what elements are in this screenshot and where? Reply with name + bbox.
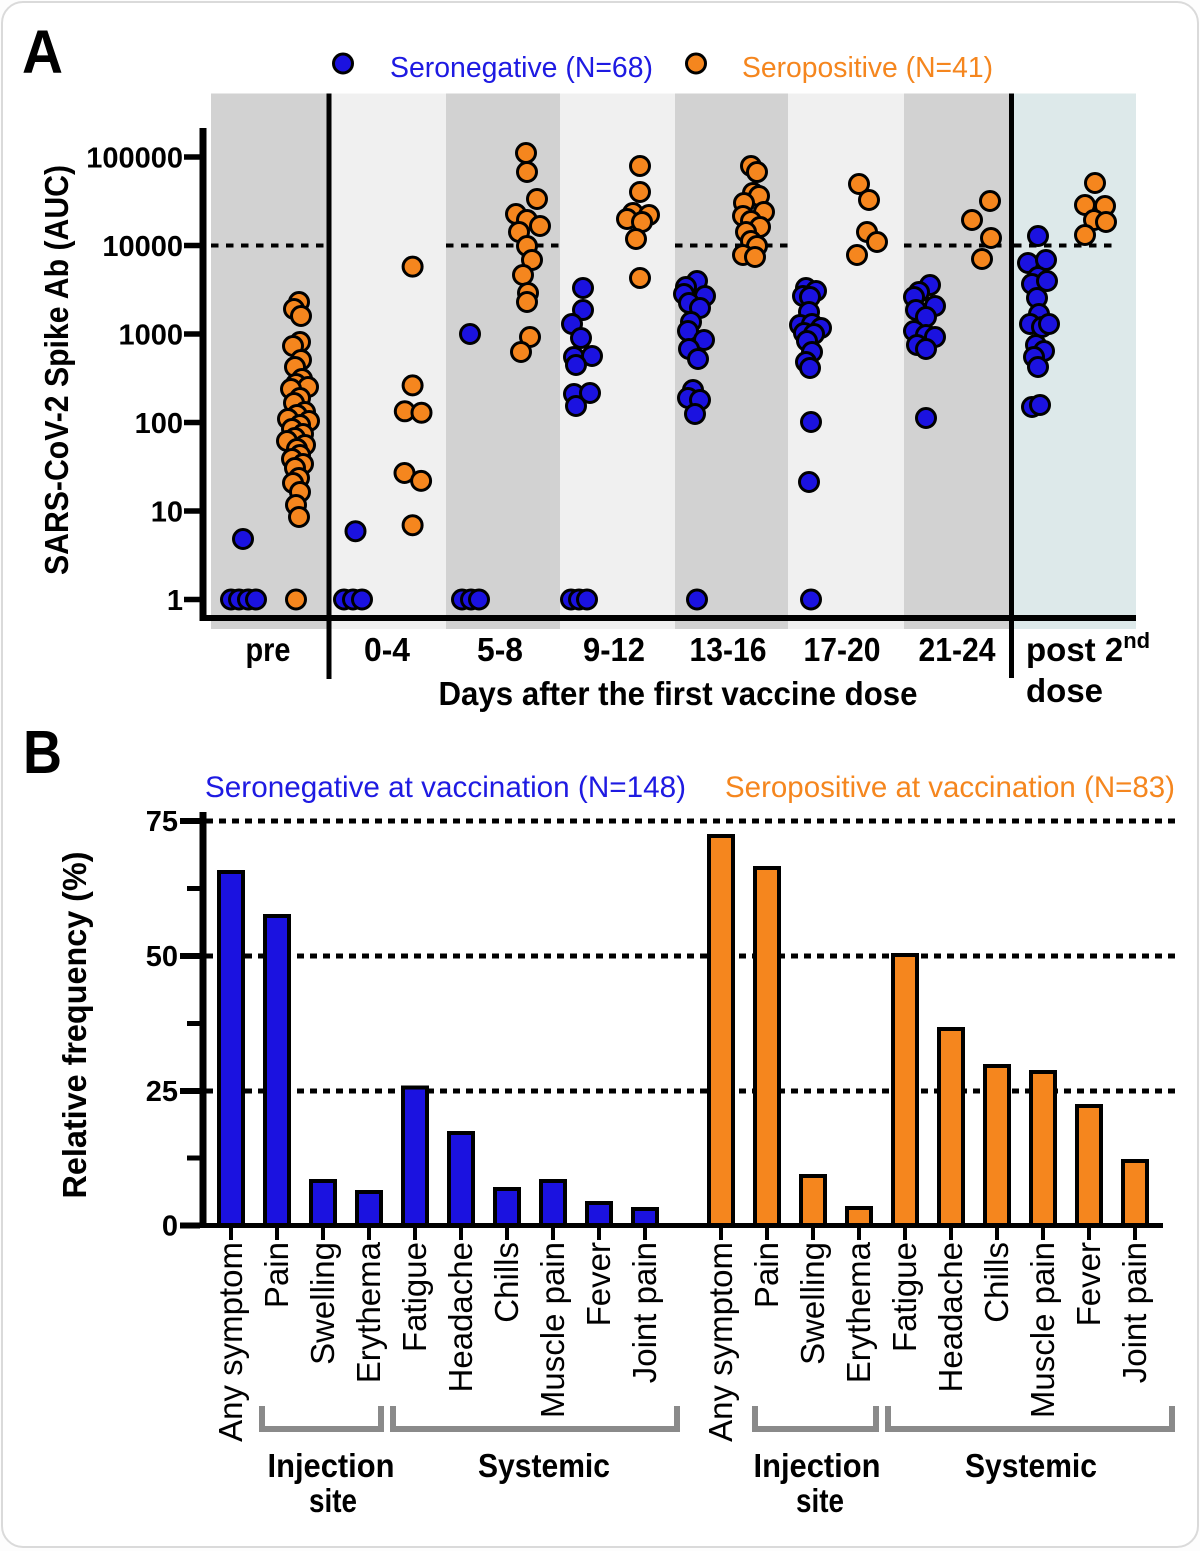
- svg-text:Muscle pain: Muscle pain: [1024, 1242, 1061, 1418]
- svg-text:post 2nd: post 2nd: [1026, 628, 1150, 668]
- svg-text:Swelling: Swelling: [304, 1242, 341, 1365]
- svg-text:Seropositive (N=41): Seropositive (N=41): [742, 52, 993, 84]
- svg-text:SARS-CoV-2 Spike Ab (AUC): SARS-CoV-2 Spike Ab (AUC): [38, 165, 75, 575]
- svg-text:Injection: Injection: [754, 1447, 881, 1484]
- svg-text:Headache: Headache: [442, 1242, 479, 1392]
- svg-text:Days after the first vaccine d: Days after the first vaccine dose: [439, 675, 918, 712]
- svg-text:50: 50: [146, 941, 178, 973]
- svg-text:Joint pain: Joint pain: [626, 1242, 663, 1383]
- svg-text:Fatigue: Fatigue: [886, 1242, 923, 1352]
- svg-text:Fever: Fever: [1070, 1242, 1107, 1326]
- svg-text:13-16: 13-16: [690, 631, 767, 668]
- svg-text:Headache: Headache: [932, 1242, 969, 1392]
- svg-text:0-4: 0-4: [364, 631, 411, 668]
- svg-text:Seronegative (N=68): Seronegative (N=68): [390, 52, 653, 84]
- svg-text:Injection: Injection: [268, 1447, 395, 1484]
- svg-text:1000: 1000: [118, 320, 183, 352]
- svg-text:21-24: 21-24: [919, 631, 997, 668]
- svg-text:Systemic: Systemic: [478, 1447, 610, 1484]
- svg-text:9-12: 9-12: [583, 631, 645, 668]
- svg-text:dose: dose: [1026, 672, 1103, 709]
- svg-text:Erythema: Erythema: [350, 1241, 387, 1383]
- svg-text:B: B: [23, 718, 62, 786]
- svg-text:A: A: [22, 18, 63, 86]
- svg-text:0: 0: [162, 1211, 178, 1243]
- svg-text:17-20: 17-20: [804, 631, 881, 668]
- svg-text:25: 25: [146, 1076, 178, 1108]
- svg-text:site: site: [309, 1482, 357, 1519]
- svg-text:Chills: Chills: [978, 1242, 1015, 1323]
- svg-text:Fatigue: Fatigue: [396, 1242, 433, 1352]
- svg-text:site: site: [796, 1482, 844, 1519]
- svg-text:10: 10: [151, 497, 183, 529]
- svg-text:Pain: Pain: [748, 1242, 785, 1308]
- svg-text:Relative frequency (%): Relative frequency (%): [56, 852, 93, 1199]
- svg-text:Chills: Chills: [488, 1242, 525, 1323]
- svg-text:Pain: Pain: [258, 1242, 295, 1308]
- svg-text:Joint pain: Joint pain: [1116, 1242, 1153, 1383]
- svg-text:10000: 10000: [102, 231, 183, 263]
- svg-text:Any symptom: Any symptom: [702, 1242, 739, 1442]
- svg-text:pre: pre: [246, 631, 291, 668]
- svg-text:Swelling: Swelling: [794, 1242, 831, 1365]
- svg-text:1: 1: [167, 585, 183, 617]
- svg-text:Muscle pain: Muscle pain: [534, 1242, 571, 1418]
- svg-text:100: 100: [135, 408, 183, 440]
- svg-text:Seronegative at vaccination (N: Seronegative at vaccination (N=148): [205, 771, 686, 804]
- svg-text:Systemic: Systemic: [965, 1447, 1097, 1484]
- svg-text:100000: 100000: [86, 143, 183, 175]
- svg-text:75: 75: [146, 806, 178, 838]
- svg-text:Erythema: Erythema: [840, 1241, 877, 1383]
- svg-text:Any symptom: Any symptom: [212, 1242, 249, 1442]
- svg-text:Seropositive at vaccination (N: Seropositive at vaccination (N=83): [725, 771, 1175, 804]
- svg-text:5-8: 5-8: [477, 631, 523, 668]
- svg-text:Fever: Fever: [580, 1242, 617, 1326]
